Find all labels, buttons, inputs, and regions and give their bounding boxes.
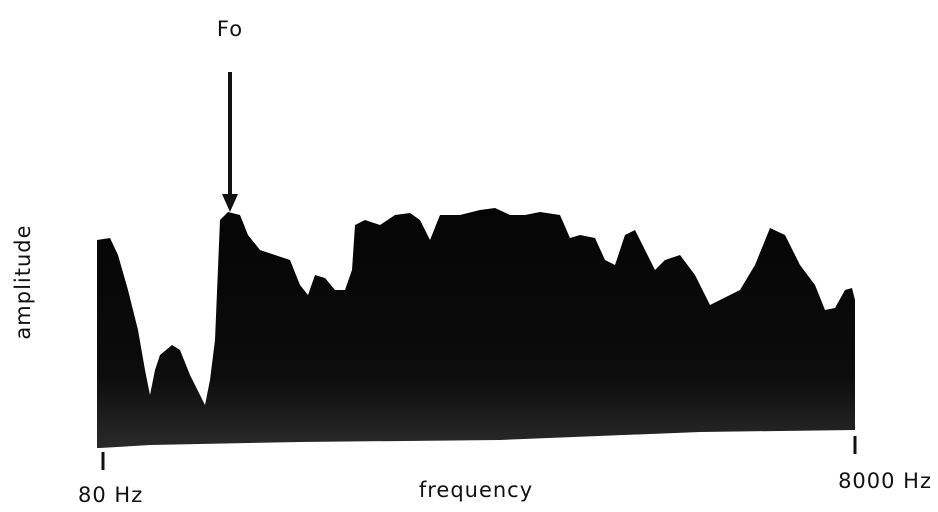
spectrum <box>97 208 855 448</box>
fo-arrow-head <box>222 194 238 212</box>
x-axis-label: frequency <box>419 478 533 502</box>
x-start-label: 80 Hz <box>78 483 143 507</box>
x-end-label: 8000 Hz <box>838 469 932 493</box>
y-axis-label: amplitude <box>11 224 35 339</box>
fo-label: Fo <box>217 17 243 41</box>
